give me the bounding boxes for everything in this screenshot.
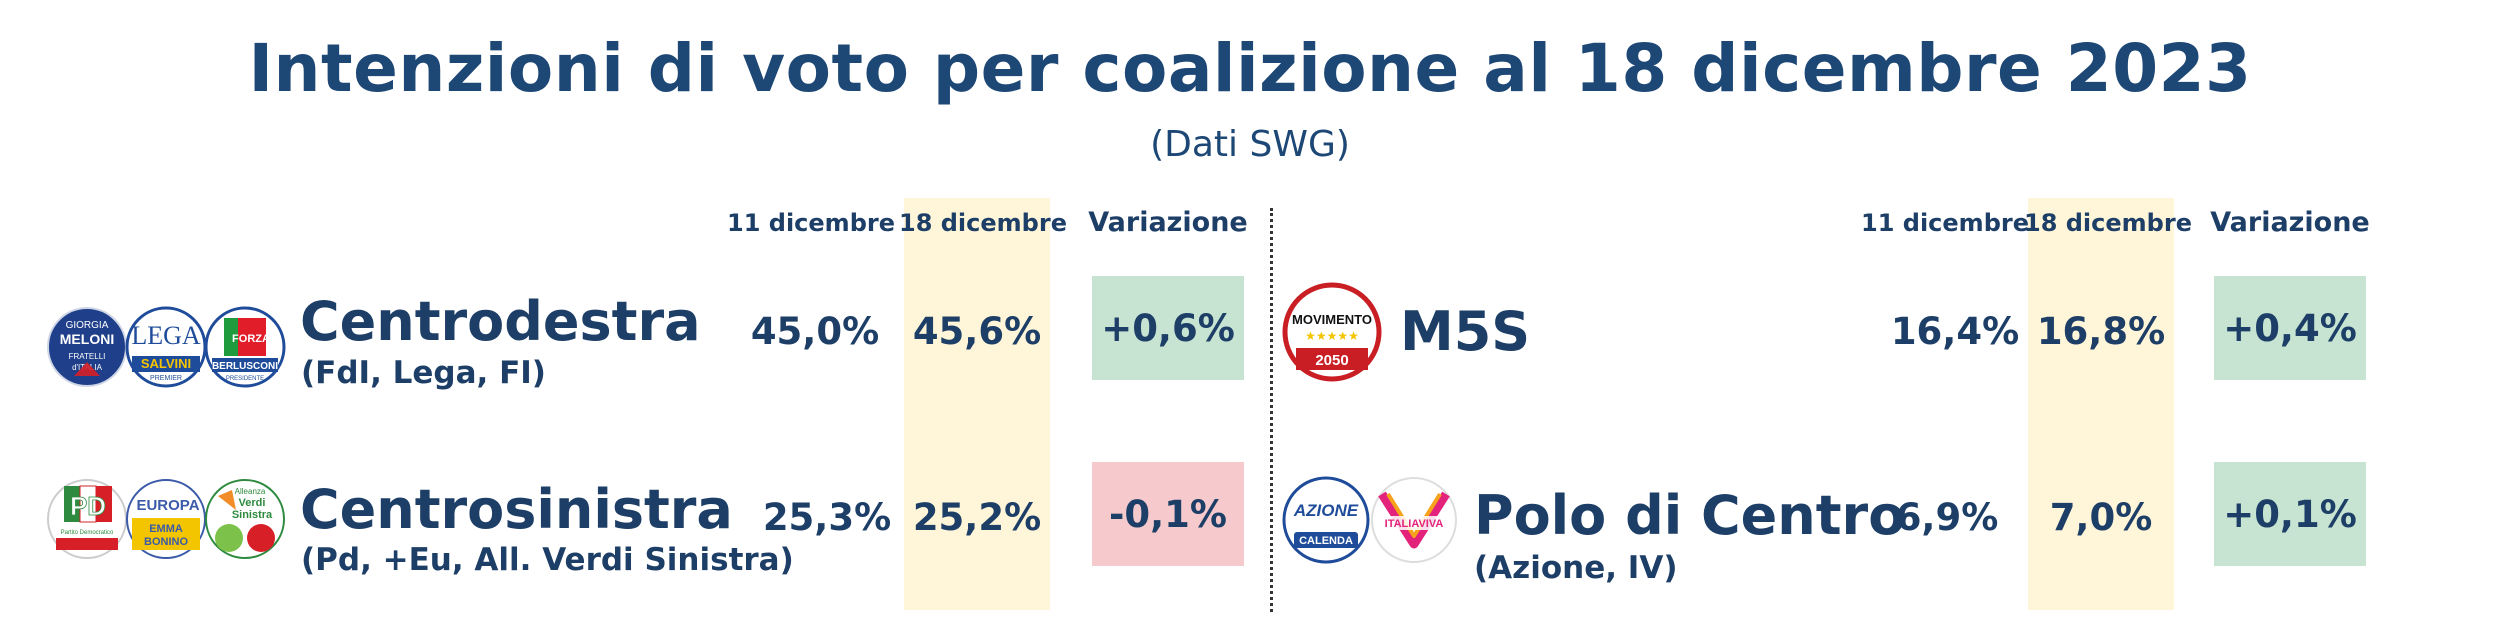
svg-text:PD: PD <box>70 491 106 521</box>
change-badge-m5s: +0,4% <box>2214 276 2366 380</box>
change-badge-centrodestra: +0,6% <box>1092 276 1244 380</box>
right-current-column-band <box>2028 198 2174 610</box>
coalition-name-m5s: M5S <box>1400 300 1531 363</box>
svg-text:MELONI: MELONI <box>60 331 114 347</box>
svg-text:AZIONE: AZIONE <box>1293 501 1359 520</box>
svg-text:FRATELLI: FRATELLI <box>69 352 106 361</box>
svg-text:Alleanza: Alleanza <box>235 487 266 496</box>
left-header-change: Variazione <box>1088 207 1248 238</box>
coalition-name-centrodestra: Centrodestra <box>300 290 701 353</box>
change-badge-polo-di-centro: +0,1% <box>2214 462 2366 566</box>
piu-europa-logo-icon: EUROPA EMMA BONINO <box>126 479 206 559</box>
pd-logo-icon: PD Partito Democratico <box>47 479 127 559</box>
forza-italia-logo-icon: FORZA BERLUSCONI PRESIDENTE <box>204 306 286 388</box>
svg-text:FORZA: FORZA <box>232 333 270 345</box>
coalition-name-polo-di-centro: Polo di Centro <box>1474 484 1906 547</box>
coalition-logos-m5s: MOVIMENTO ★★★★★ 2050 <box>1282 282 1382 382</box>
svg-text:GIORGIA: GIORGIA <box>66 320 109 331</box>
section-divider <box>1270 208 1273 612</box>
value-prev-centrodestra: 45,0% <box>750 310 880 353</box>
svg-text:Verdi: Verdi <box>239 497 266 509</box>
value-prev-polo-di-centro: 6,9% <box>1895 496 1999 539</box>
lega-logo-icon: LEGA SALVINI PREMIER <box>125 306 207 388</box>
value-curr-polo-di-centro: 7,0% <box>2049 496 2153 539</box>
svg-text:SALVINI: SALVINI <box>141 356 191 371</box>
coalition-logos-centrosinistra: PD Partito Democratico EUROPA EMMA BONIN… <box>46 476 286 562</box>
page-title: Intenzioni di voto per coalizione al 18 … <box>248 30 2252 107</box>
svg-text:CALENDA: CALENDA <box>1299 535 1353 547</box>
svg-text:PRESIDENTE: PRESIDENTE <box>226 376 264 382</box>
value-curr-centrosinistra: 25,2% <box>912 496 1042 539</box>
svg-text:★★★★★: ★★★★★ <box>1305 329 1359 343</box>
coalition-parties-centrodestra: (FdI, Lega, FI) <box>301 355 546 391</box>
svg-text:EMMA: EMMA <box>149 523 183 535</box>
svg-text:LEGA: LEGA <box>131 321 201 350</box>
left-header-curr: 18 dicembre <box>899 209 1067 237</box>
coalition-logos-polo-di-centro: AZIONE CALENDA ITALIAVIVA <box>1282 474 1462 566</box>
fdi-logo-icon: GIORGIA MELONI FRATELLI d'ITALIA <box>47 307 127 387</box>
left-current-column-band <box>904 198 1050 610</box>
coalition-parties-centrosinistra: (Pd, +Eu, All. Verdi Sinistra) <box>301 542 794 578</box>
value-curr-m5s: 16,8% <box>2036 310 2166 353</box>
svg-text:EUROPA: EUROPA <box>136 497 199 514</box>
avs-logo-icon: Alleanza Verdi Sinistra <box>205 479 285 559</box>
svg-text:PREMIER: PREMIER <box>150 375 182 382</box>
svg-text:2050: 2050 <box>1315 352 1348 369</box>
page-subtitle: (Dati SWG) <box>1150 124 1350 165</box>
svg-text:Partito Democratico: Partito Democratico <box>61 530 114 536</box>
svg-text:BONINO: BONINO <box>144 536 188 548</box>
right-header-curr: 18 dicembre <box>2024 209 2192 237</box>
value-prev-centrosinistra: 25,3% <box>762 496 892 539</box>
right-header-change: Variazione <box>2210 207 2370 238</box>
svg-text:MOVIMENTO: MOVIMENTO <box>1292 312 1372 327</box>
left-header-prev: 11 dicembre <box>727 209 895 237</box>
m5s-logo-icon: MOVIMENTO ★★★★★ 2050 <box>1282 282 1382 382</box>
azione-logo-icon: AZIONE CALENDA <box>1282 476 1370 564</box>
value-prev-m5s: 16,4% <box>1890 310 2020 353</box>
right-header-prev: 11 dicembre <box>1861 209 2029 237</box>
coalition-logos-centrodestra: GIORGIA MELONI FRATELLI d'ITALIA LEGA SA… <box>46 304 286 390</box>
svg-text:Sinistra: Sinistra <box>232 509 273 521</box>
svg-text:ITALIAVIVA: ITALIAVIVA <box>1385 518 1444 530</box>
italia-viva-logo-icon: ITALIAVIVA <box>1371 477 1457 563</box>
coalition-name-centrosinistra: Centrosinistra <box>300 478 733 541</box>
change-badge-centrosinistra: -0,1% <box>1092 462 1244 566</box>
svg-text:BERLUSCONI: BERLUSCONI <box>212 361 278 372</box>
value-curr-centrodestra: 45,6% <box>912 310 1042 353</box>
coalition-parties-polo-di-centro: (Azione, IV) <box>1474 550 1678 586</box>
